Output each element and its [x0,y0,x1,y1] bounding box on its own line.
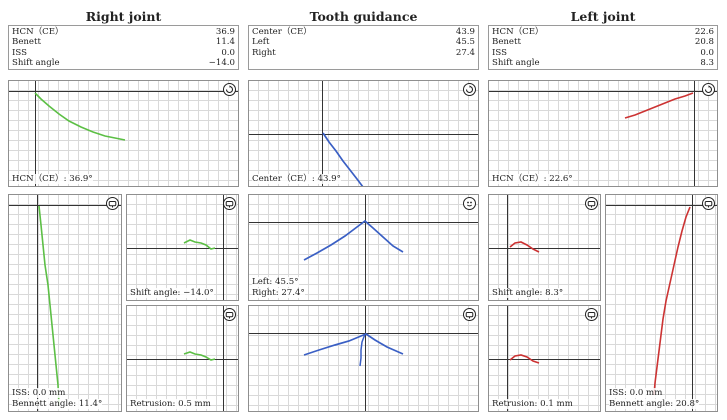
left-retrusion-trace-line [509,354,540,364]
rotate-icon[interactable] [223,83,236,96]
right-sagittal-trace-line [34,92,126,141]
tooth-horizontal-panel [248,305,479,412]
tooth-sagittal-trace-line [322,132,364,186]
horizontal-axis [489,91,717,92]
right-joint-vertical-panel: ISS: 0.0 mm Bennett angle: 11.4° [8,194,122,412]
tooth-horizontal-trace-branch [359,333,366,367]
tooth-lateral-caption-1: Left: 45.5° [252,277,299,287]
vertical-axis [223,195,224,300]
horizontal-axis [249,333,478,334]
table-row: Shift angle −14.0 [12,57,235,68]
left-joint-vertical-panel: ISS: 0.0 mm Bennett angle: 20.8° [605,194,718,412]
left-joint-retrusion-panel: Retrusion: 0.1 mm [488,305,601,412]
view-icon[interactable] [463,308,476,321]
table-row: ISS 0.0 [492,47,714,58]
right-shift-trace-line [183,239,216,250]
right-vertical-trace-line [38,205,60,406]
left-shift-trace-line [509,241,540,253]
horizontal-axis [489,248,600,249]
left-vertical-trace-line [653,206,691,396]
table-row: Center（CE） 43.9 [252,27,475,37]
right-joint-sagittal-panel: HCN（CE）: 36.9° [8,80,239,187]
right-retrusion-trace-line [183,351,216,361]
vertical-axis [365,195,366,300]
table-row: Left 45.5 [252,37,475,48]
right-retrusion-trace [183,351,216,361]
vertical-axis [35,81,36,186]
right-retrusion-caption: Retrusion: 0.5 mm [130,399,211,409]
table-row: Right 27.4 [252,47,475,58]
horizontal-axis [127,248,238,249]
view-icon[interactable] [702,197,715,210]
horizontal-axis [127,359,238,360]
left-vertical-caption-2: Bennett angle: 20.8° [609,399,700,409]
left-sagittal-trace-line [624,92,694,119]
left-joint-sagittal-panel: HCN（CE）: 22.6° [488,80,718,187]
horizontal-axis [249,134,478,135]
right-vertical-caption-1: ISS: 0.0 mm [12,388,66,398]
table-row: Benett 11.4 [12,37,235,48]
table-row: HCN（CE） 36.9 [12,27,235,37]
right-shift-trace [183,239,216,250]
left-joint-title: Left joint [570,9,636,24]
face-icon[interactable] [463,197,476,210]
right-joint-shift-panel: Shift angle: −14.0° [126,194,239,301]
left-sagittal-trace [624,92,694,119]
table-row: HCN（CE） 22.6 [492,27,714,37]
right-joint-title: Right joint [85,9,162,24]
vertical-axis [507,195,508,300]
left-vertical-trace [653,206,691,396]
tooth-horizontal-trace-line [303,333,404,356]
left-main-caption: HCN（CE）: 22.6° [492,174,573,184]
left-shift-caption: Shift angle: 8.3° [492,288,564,298]
vertical-axis [692,195,693,411]
view-icon[interactable] [223,197,236,210]
tooth-frontal-trace [303,219,404,261]
vertical-axis [223,306,224,411]
vertical-axis [507,306,508,411]
tooth-horizontal-trace [303,333,404,367]
vertical-axis [365,306,366,411]
right-vertical-trace [38,205,60,406]
table-row: Benett 20.8 [492,37,714,48]
tooth-sagittal-trace [322,132,364,186]
view-icon[interactable] [585,308,598,321]
tooth-guidance-table: Center（CE） 43.9 Left 45.5 Right 27.4 [248,25,479,70]
horizontal-axis [489,359,600,360]
table-row: ISS 0.0 [12,47,235,58]
right-joint-retrusion-panel: Retrusion: 0.5 mm [126,305,239,412]
vertical-axis [694,81,695,186]
vertical-axis [37,195,38,411]
horizontal-axis [9,205,121,206]
left-joint-shift-panel: Shift angle: 8.3° [488,194,601,301]
left-shift-trace [509,241,540,253]
view-icon[interactable] [223,308,236,321]
left-retrusion-trace [509,354,540,364]
table-row: Shift angle 8.3 [492,57,714,68]
view-icon[interactable] [585,197,598,210]
right-shift-caption: Shift angle: −14.0° [130,288,214,298]
right-sagittal-trace [34,92,126,141]
left-retrusion-caption: Retrusion: 0.1 mm [492,399,573,409]
left-vertical-caption-1: ISS: 0.0 mm [609,388,663,398]
horizontal-axis [9,91,238,92]
view-icon[interactable] [106,197,119,210]
left-joint-table: HCN（CE） 22.6 Benett 20.8 ISS 0.0 Shift angl… [488,25,718,70]
rotate-icon[interactable] [463,83,476,96]
tooth-frontal-panel: Left: 45.5° Right: 27.4° [248,194,479,301]
tooth-frontal-trace-line [303,219,404,261]
tooth-sagittal-panel: Center（CE）: 43.9° [248,80,479,187]
right-joint-table: HCN（CE） 36.9 Benett 11.4 ISS 0.0 Shift angl… [8,25,239,70]
right-vertical-caption-2: Bennett angle: 11.4° [12,399,103,409]
tooth-main-caption: Center（CE）: 43.9° [252,174,341,184]
tooth-lateral-caption-2: Right: 27.4° [252,288,305,298]
right-main-caption: HCN（CE）: 36.9° [12,174,93,184]
rotate-icon[interactable] [702,83,715,96]
tooth-guidance-title: Tooth guidance [309,9,418,24]
horizontal-axis [606,205,717,206]
